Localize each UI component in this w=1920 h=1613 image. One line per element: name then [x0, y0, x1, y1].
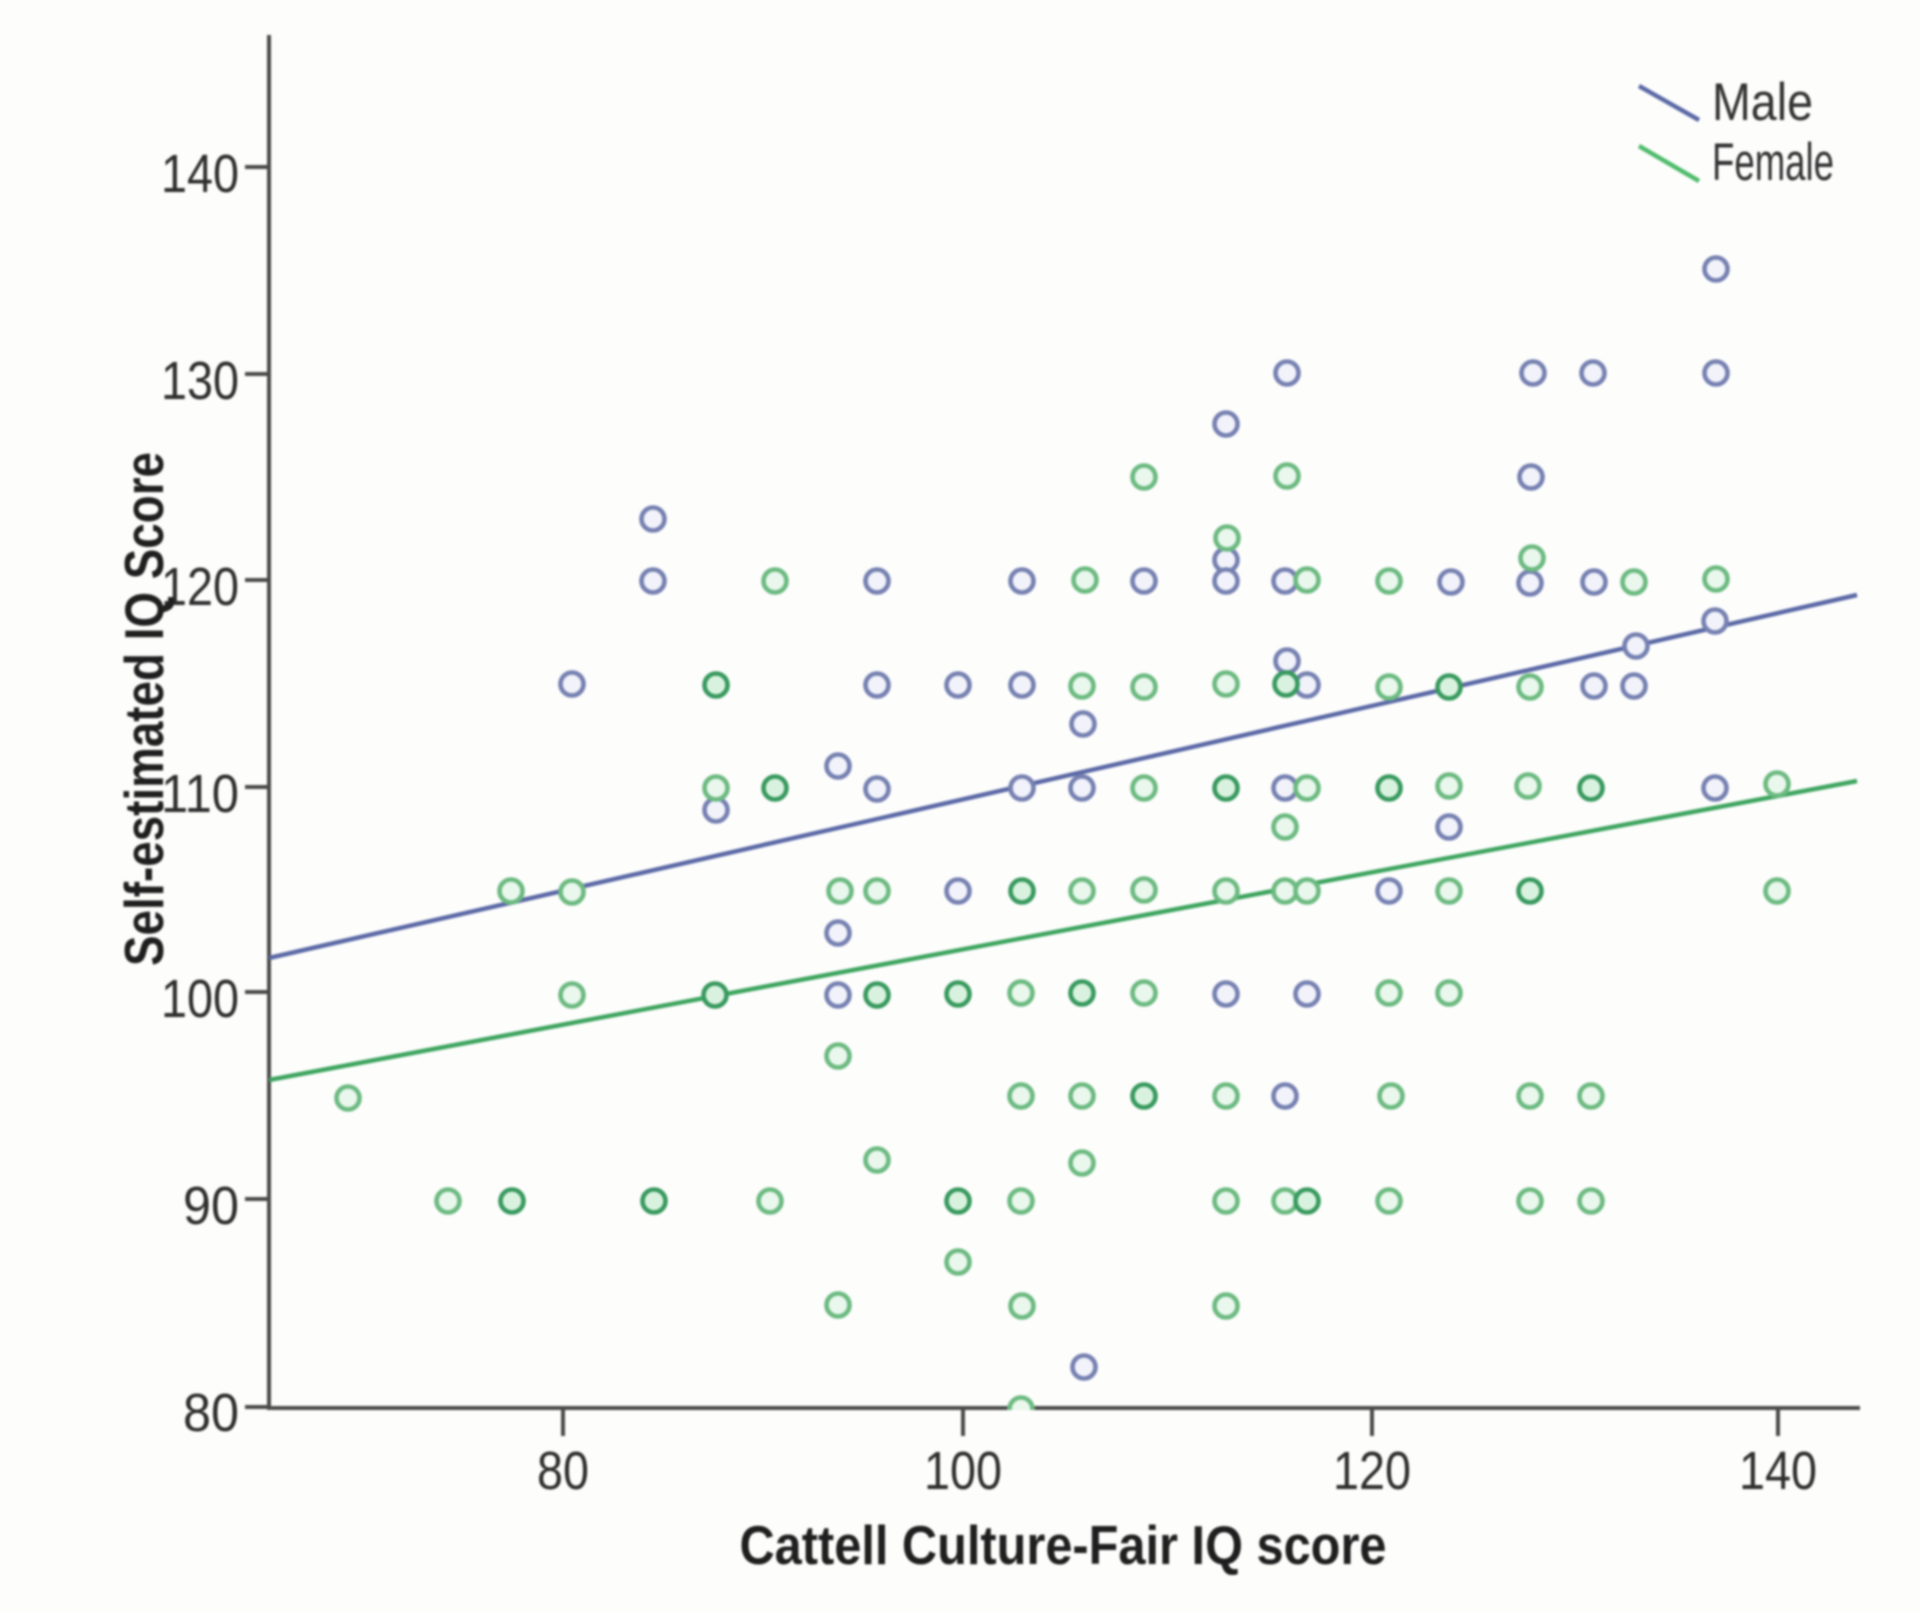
svg-text:80: 80: [183, 1383, 239, 1443]
svg-text:Female: Female: [1712, 133, 1834, 192]
svg-text:130: 130: [161, 351, 239, 411]
svg-text:100: 100: [924, 1441, 1002, 1501]
svg-text:100: 100: [161, 969, 239, 1029]
svg-text:120: 120: [1333, 1441, 1411, 1501]
svg-text:Male: Male: [1712, 73, 1813, 132]
svg-text:110: 110: [161, 764, 239, 824]
svg-text:120: 120: [161, 557, 239, 617]
svg-text:Self-estimated IQ Score: Self-estimated IQ Score: [113, 452, 175, 966]
svg-text:140: 140: [1739, 1441, 1817, 1501]
svg-text:Cattell Culture-Fair IQ score: Cattell Culture-Fair IQ score: [740, 1514, 1387, 1576]
svg-text:80: 80: [537, 1441, 589, 1501]
svg-text:140: 140: [161, 144, 239, 204]
svg-text:90: 90: [183, 1176, 239, 1236]
